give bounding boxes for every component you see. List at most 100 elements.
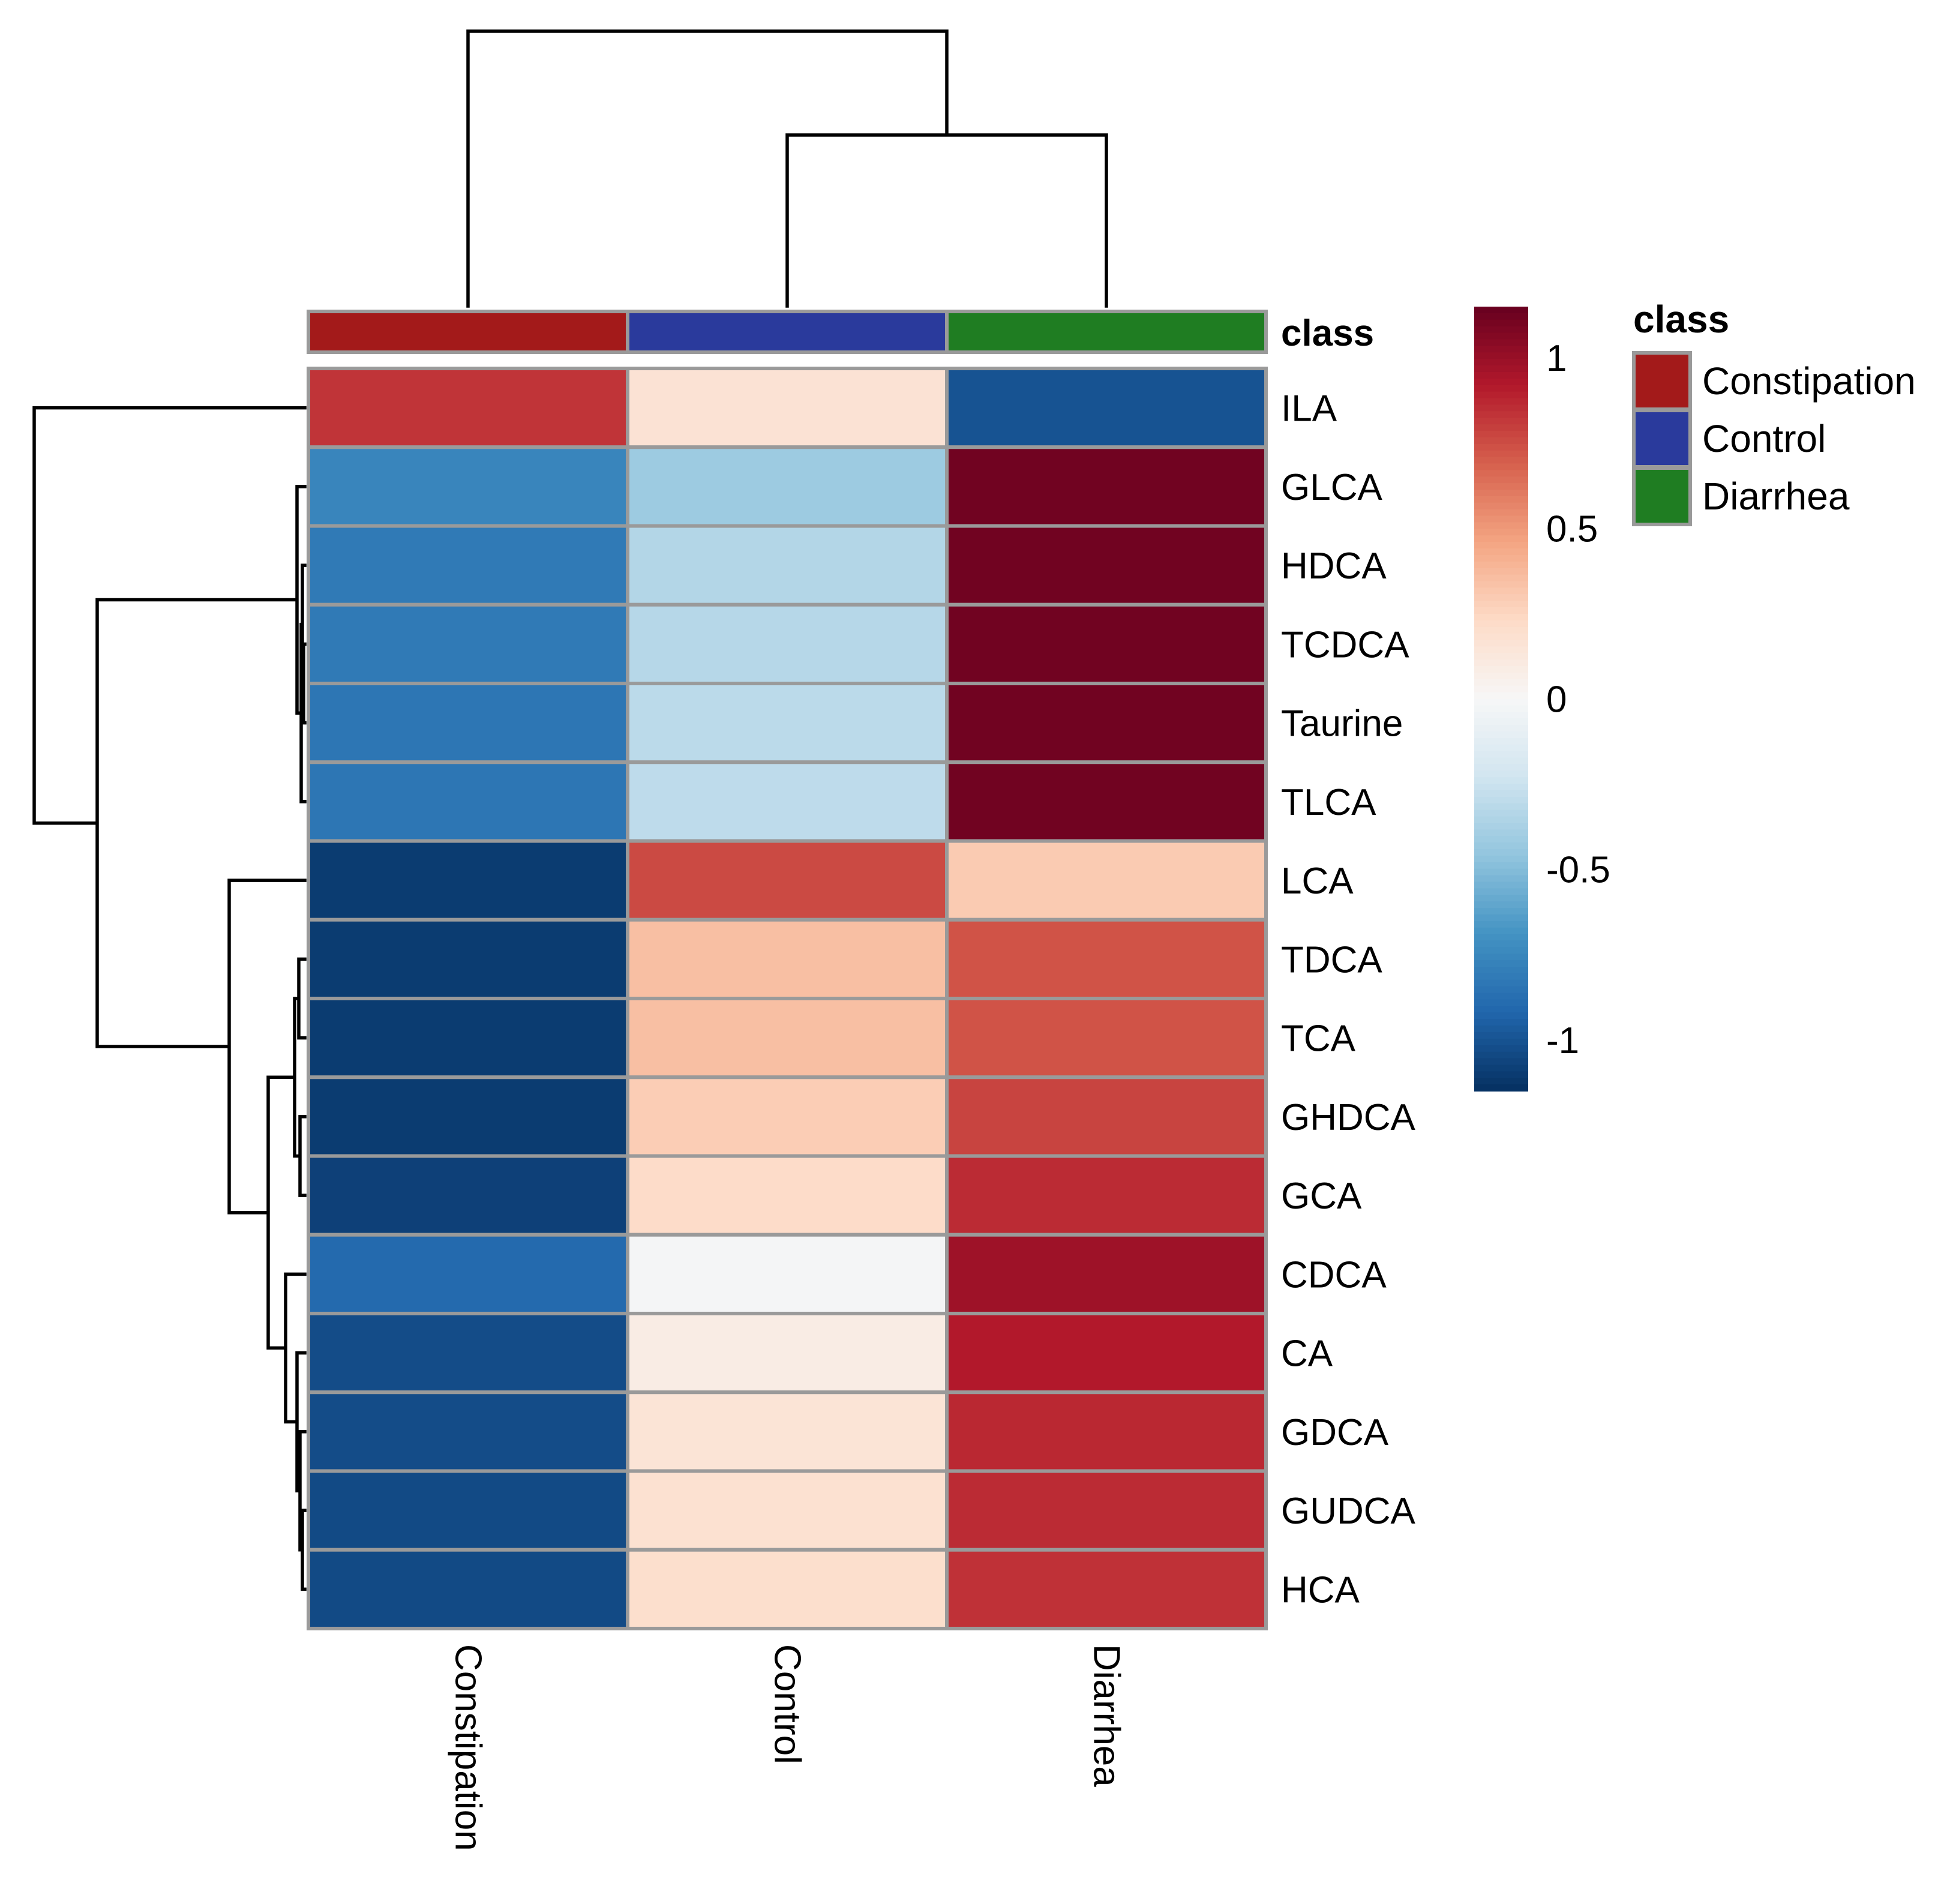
colorbar-segment	[1474, 934, 1528, 941]
colorbar-segment	[1474, 823, 1528, 830]
colorbar-segment	[1474, 307, 1528, 314]
heatmap-cell	[945, 1390, 1268, 1473]
row-label: LCA	[1281, 860, 1354, 902]
colorbar-segment	[1474, 418, 1528, 425]
colorbar-segment	[1474, 809, 1528, 817]
colorbar-segment	[1474, 646, 1528, 654]
colorbar-segment	[1474, 947, 1528, 955]
row-label: HCA	[1281, 1569, 1360, 1611]
heatmap-cell	[945, 1154, 1268, 1237]
colorbar-segment	[1474, 993, 1528, 1000]
legend-swatch	[1632, 409, 1692, 469]
heatmap-cell	[945, 1075, 1268, 1158]
row-label: ILA	[1281, 388, 1337, 430]
colorbar-segment	[1474, 626, 1528, 634]
heatmap-cell	[307, 524, 629, 607]
heatmap-cell	[307, 367, 629, 449]
colorbar-segment	[1474, 1078, 1528, 1086]
colorbar-segment	[1474, 378, 1528, 386]
colorbar-segment	[1474, 954, 1528, 961]
colorbar-tick-label: -1	[1546, 1020, 1579, 1062]
colorbar-segment	[1474, 875, 1528, 883]
heatmap-cell	[945, 997, 1268, 1080]
colorbar-segment	[1474, 784, 1528, 791]
colorbar-segment	[1474, 398, 1528, 406]
colorbar-segment	[1474, 326, 1528, 334]
colorbar-segment	[1474, 457, 1528, 464]
heatmap-cell	[945, 839, 1268, 922]
heatmap-cell	[307, 1312, 629, 1395]
column-label: Constipation	[448, 1644, 489, 1851]
heatmap-cell	[945, 1233, 1268, 1315]
heatmap-cell	[626, 997, 949, 1080]
colorbar-segment	[1474, 692, 1528, 700]
colorbar-segment	[1474, 967, 1528, 974]
colorbar-segment	[1474, 979, 1528, 987]
colorbar-segment	[1474, 1032, 1528, 1039]
legend-entry-label: Constipation	[1702, 359, 1916, 403]
colorbar-segment	[1474, 359, 1528, 367]
heatmap-cell	[307, 1390, 629, 1473]
colorbar-segment	[1474, 463, 1528, 471]
heatmap-cell	[307, 602, 629, 685]
colorbar-segment	[1474, 1038, 1528, 1046]
colorbar-segment	[1474, 659, 1528, 667]
colorbar-segment	[1474, 737, 1528, 745]
heatmap-cell	[626, 445, 949, 528]
colorbar-segment	[1474, 725, 1528, 732]
colorbar-segment	[1474, 332, 1528, 340]
colorbar-tick-label: 0	[1546, 679, 1567, 721]
colorbar-segment	[1474, 901, 1528, 909]
heatmap-cell	[626, 1154, 949, 1237]
row-dendrogram-branches	[32, 406, 307, 1591]
colorbar-segment	[1474, 489, 1528, 497]
colorbar-segment	[1474, 1026, 1528, 1033]
colorbar-segment	[1474, 607, 1528, 614]
colorbar-segment	[1474, 1012, 1528, 1020]
colorbar-segment	[1474, 764, 1528, 772]
row-label: TLCA	[1281, 782, 1376, 823]
colorbar-segment	[1474, 352, 1528, 360]
heatmap-cell	[626, 524, 949, 607]
row-dendrogram	[32, 406, 307, 1591]
row-label: GLCA	[1281, 467, 1382, 508]
heatmap-cell	[945, 1548, 1268, 1630]
heatmap-cell	[945, 367, 1268, 449]
colorbar-segment	[1474, 1084, 1528, 1092]
colorbar-segment	[1474, 371, 1528, 379]
heatmap-cell	[307, 1233, 629, 1315]
colorbar-segment	[1474, 770, 1528, 778]
colorbar-segment	[1474, 522, 1528, 530]
heatmap-cell	[626, 760, 949, 843]
heatmap-cell	[945, 445, 1268, 528]
colorbar-segment	[1474, 653, 1528, 661]
row-labels: ILA GLCA HDCA TCDCA Taurine TLCA LCA TDCA TCA GHD…	[1281, 388, 1416, 1611]
legend-swatch	[1632, 466, 1692, 526]
colorbar-segment	[1474, 313, 1528, 320]
heatmap-cell	[945, 1469, 1268, 1552]
colorbar-segment	[1474, 685, 1528, 693]
colorbar-segment	[1474, 1045, 1528, 1053]
colorbar-segment	[1474, 601, 1528, 608]
heatmap-cell	[626, 1390, 949, 1473]
colorbar-segment	[1474, 339, 1528, 347]
colorbar-segment	[1474, 829, 1528, 837]
row-label: TDCA	[1281, 939, 1382, 981]
colorbar-segment	[1474, 712, 1528, 719]
heatmap-cell	[626, 602, 949, 685]
colorbar-segment	[1474, 908, 1528, 915]
heatmap-cell	[307, 682, 629, 764]
legend-title: class	[1633, 298, 1729, 341]
colorbar-segment	[1474, 672, 1528, 680]
colorbar-segment	[1474, 705, 1528, 713]
class-legend: class Constipation Control Diarrhea	[1632, 298, 1916, 526]
heatmap-cell	[307, 445, 629, 528]
row-label: GDCA	[1281, 1412, 1389, 1453]
row-label: CDCA	[1281, 1254, 1387, 1296]
colorbar-segment	[1474, 790, 1528, 797]
heatmap-cell	[626, 1548, 949, 1630]
colorbar-segment	[1474, 620, 1528, 628]
heatmap-cell	[945, 1312, 1268, 1395]
colorbar-segment	[1474, 842, 1528, 850]
